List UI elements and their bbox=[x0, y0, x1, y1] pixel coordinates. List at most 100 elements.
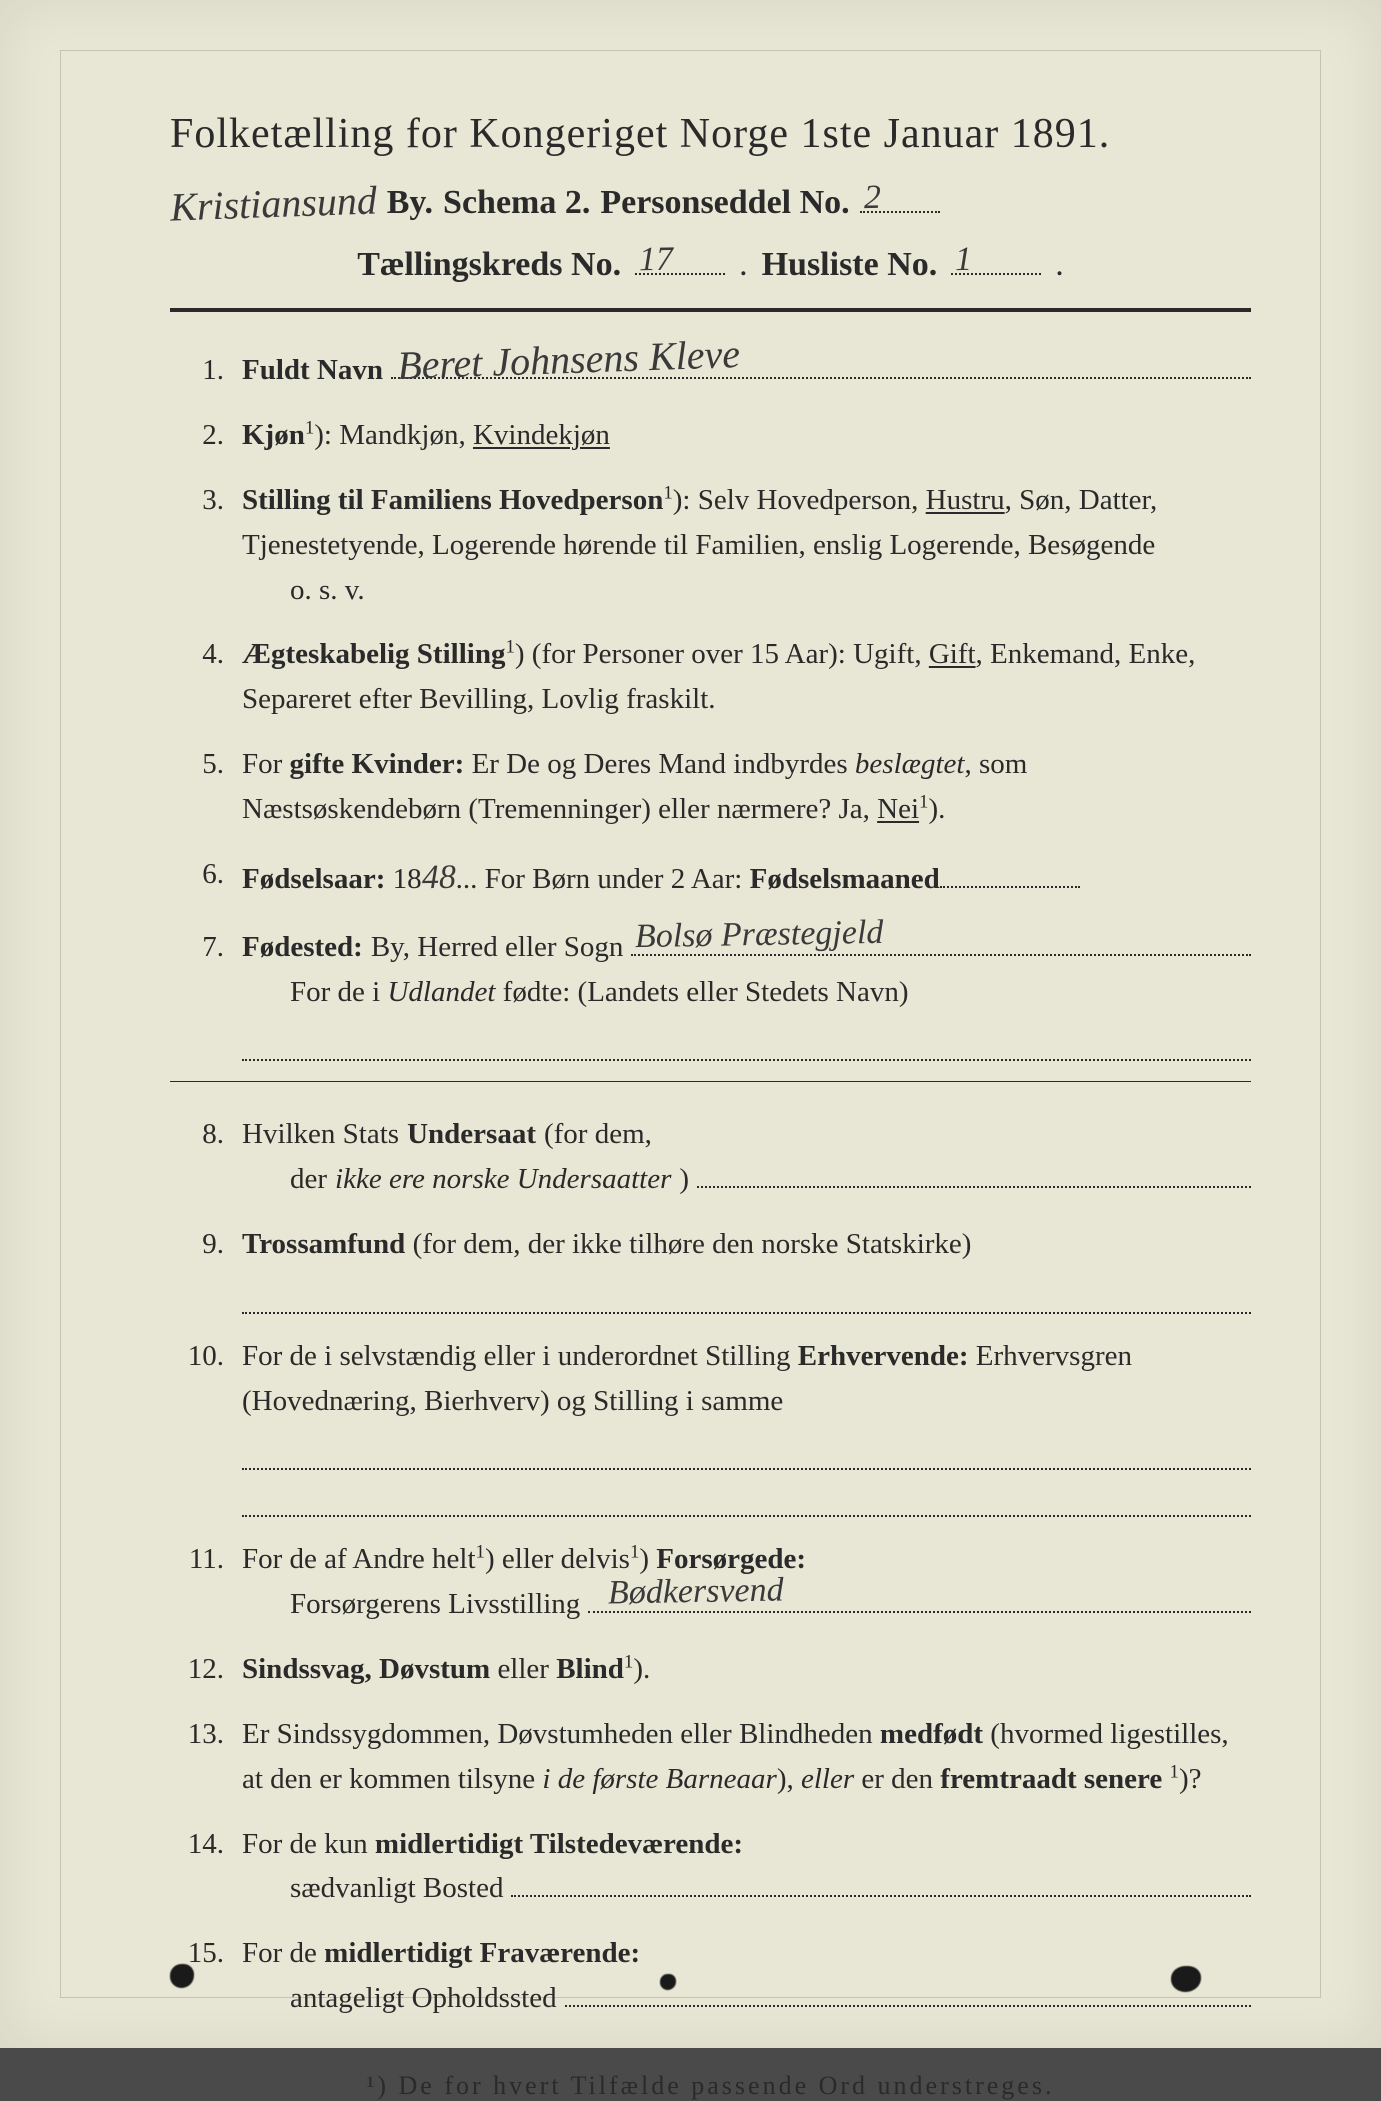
husliste-no-field: 1 bbox=[951, 237, 1041, 274]
q10-blank2 bbox=[242, 1476, 1251, 1517]
footnote: ¹) De for hvert Tilfælde passende Ord un… bbox=[170, 2071, 1251, 2101]
q3-osv: o. s. v. bbox=[290, 568, 1251, 613]
q13-ital: i de første Barneaar bbox=[542, 1763, 776, 1795]
q2-opt-male: Mandkjøn, bbox=[339, 419, 465, 451]
q9-num: 9. bbox=[170, 1222, 224, 1267]
q6-label2: Fødselsmaaned bbox=[750, 863, 940, 895]
q5-num: 5. bbox=[170, 742, 224, 787]
q8-line2b: ) bbox=[679, 1157, 689, 1202]
sup-4: 1 bbox=[919, 792, 928, 813]
kreds-no-field: 17 bbox=[635, 237, 725, 274]
q14-field bbox=[511, 1868, 1251, 1897]
q7-field: Bolsø Præstegjeld bbox=[631, 927, 1251, 956]
q8: 8. Hvilken Stats Undersaat (for dem, der… bbox=[170, 1112, 1251, 1202]
q13-bold2: fremtraadt senere bbox=[940, 1763, 1162, 1795]
q8-num: 8. bbox=[170, 1112, 224, 1157]
q12: 12. Sindssvag, Døvstum eller Blind1). bbox=[170, 1647, 1251, 1692]
sup-6: 1 bbox=[630, 1541, 639, 1562]
q6-num: 6. bbox=[170, 852, 224, 897]
q13-bold: medfødt bbox=[880, 1718, 983, 1750]
personseddel-label: Personseddel No. bbox=[600, 184, 849, 222]
q12-label2: Blind bbox=[556, 1653, 624, 1685]
q4-paren: (for Personer over 15 Aar): Ugift, bbox=[525, 638, 929, 670]
personseddel-no-field: 2 bbox=[860, 176, 940, 213]
q3-hustru: Hustru bbox=[926, 484, 1005, 516]
q14-num: 14. bbox=[170, 1822, 224, 1867]
q12-label: Sindssvag, Døvstum bbox=[242, 1653, 490, 1685]
q2: 2. Kjøn1): Mandkjøn, Kvindekjøn bbox=[170, 413, 1251, 458]
q7-num: 7. bbox=[170, 925, 224, 970]
q6-text2: For Børn under 2 Aar: bbox=[477, 863, 749, 895]
sup-1: 1 bbox=[305, 417, 314, 438]
sup-2: 1 bbox=[663, 482, 672, 503]
q8-paren: (for dem, bbox=[544, 1112, 652, 1157]
q14-label: midlertidigt Tilstedeværende: bbox=[375, 1828, 743, 1860]
q7-l2a: For de i bbox=[290, 976, 387, 1008]
q3-label: Stilling til Familiens Hovedperson bbox=[242, 484, 663, 516]
q11-text: For de af Andre helt bbox=[242, 1543, 476, 1575]
city-handwritten: Kristiansund bbox=[169, 177, 377, 231]
q9-blank bbox=[242, 1273, 1251, 1314]
q8-line2: der bbox=[290, 1157, 327, 1202]
q6-month-field bbox=[940, 856, 1080, 888]
q9-text: (for dem, der ikke tilhøre den norske St… bbox=[413, 1228, 972, 1260]
q7: 7. Fødested: By, Herred eller Sogn Bolsø… bbox=[170, 925, 1251, 1061]
mid-rule bbox=[170, 1081, 1251, 1082]
q4-gift: Gift bbox=[929, 638, 976, 670]
q14: 14. For de kun midlertidigt Tilstedevære… bbox=[170, 1822, 1251, 1912]
schema-label: Schema 2. bbox=[443, 184, 590, 222]
q5-text: Er De og Deres Mand indbyrdes bbox=[464, 748, 855, 780]
q5-label: gifte Kvinder: bbox=[290, 748, 465, 780]
q5-pre: For bbox=[242, 748, 290, 780]
husliste-no: 1 bbox=[955, 241, 973, 279]
q1-label: Fuldt Navn bbox=[242, 348, 383, 393]
q13: 13. Er Sindssygdommen, Døvstumheden elle… bbox=[170, 1712, 1251, 1802]
q10: 10. For de i selvstændig eller i underor… bbox=[170, 1334, 1251, 1517]
q10-text: For de i selvstændig eller i underordnet… bbox=[242, 1340, 798, 1372]
personseddel-no: 2 bbox=[863, 179, 881, 217]
q11-num: 11. bbox=[170, 1537, 224, 1582]
q8-text: Hvilken Stats bbox=[242, 1112, 399, 1157]
q12-num: 12. bbox=[170, 1647, 224, 1692]
q1-value: Beret Johnsens Kleve bbox=[396, 323, 741, 397]
form-header: Folketælling for Kongeriget Norge 1ste J… bbox=[170, 110, 1251, 312]
kreds-label: Tællingskreds No. bbox=[357, 246, 621, 284]
q8-ital: ikke ere norske Undersaatter bbox=[335, 1157, 671, 1202]
q11: 11. For de af Andre helt1) eller delvis1… bbox=[170, 1537, 1251, 1627]
q7-line2: For de i Udlandet fødte: (Landets eller … bbox=[290, 970, 1251, 1015]
q15: 15. For de midlertidigt Fraværende: anta… bbox=[170, 1931, 1251, 2021]
q15-label: midlertidigt Fraværende: bbox=[324, 1937, 640, 1969]
sup-5: 1 bbox=[476, 1541, 485, 1562]
q5-ital: beslægtet bbox=[855, 748, 965, 780]
q13-text: Er Sindssygdommen, Døvstumheden eller Bl… bbox=[242, 1718, 880, 1750]
q3-num: 3. bbox=[170, 478, 224, 523]
q14-line2: sædvanligt Bosted bbox=[290, 1866, 503, 1911]
sup-7: 1 bbox=[624, 1651, 633, 1672]
q1: 1. Fuldt Navn Beret Johnsens Kleve bbox=[170, 348, 1251, 393]
q1-num: 1. bbox=[170, 348, 224, 393]
q3: 3. Stilling til Familiens Hovedperson1):… bbox=[170, 478, 1251, 613]
q14-text: For de kun bbox=[242, 1828, 375, 1860]
header-rule bbox=[170, 308, 1251, 312]
q8-label: Undersaat bbox=[407, 1112, 536, 1157]
q11-field: Bødkersvend bbox=[588, 1584, 1251, 1613]
q8-field bbox=[697, 1159, 1251, 1188]
q11-value: Bødkersvend bbox=[608, 1565, 785, 1621]
q13-text4: er den bbox=[854, 1763, 940, 1795]
subtitle-row-1: Kristiansund By. Schema 2. Personseddel … bbox=[170, 176, 1251, 223]
q2-opt-female: Kvindekjøn bbox=[473, 419, 610, 451]
q2-num: 2. bbox=[170, 413, 224, 458]
q11-line2: Forsørgerens Livsstilling bbox=[290, 1582, 580, 1627]
q6: 6. Fødselsaar: 1848... For Børn under 2 … bbox=[170, 852, 1251, 905]
q13-text3: ), bbox=[777, 1763, 801, 1795]
subtitle-row-2: Tællingskreds No. 17 . Husliste No. 1 . bbox=[170, 237, 1251, 283]
q5: 5. For gifte Kvinder: Er De og Deres Man… bbox=[170, 742, 1251, 832]
q2-label: Kjøn bbox=[242, 419, 305, 451]
q15-text: For de bbox=[242, 1937, 324, 1969]
q7-text: By, Herred eller Sogn bbox=[371, 925, 624, 970]
sup-3: 1 bbox=[505, 637, 514, 658]
kreds-no: 17 bbox=[639, 240, 674, 279]
q10-blank1 bbox=[242, 1430, 1251, 1471]
census-form-page: Folketælling for Kongeriget Norge 1ste J… bbox=[0, 0, 1381, 2048]
q13-ital2: eller bbox=[801, 1763, 854, 1795]
